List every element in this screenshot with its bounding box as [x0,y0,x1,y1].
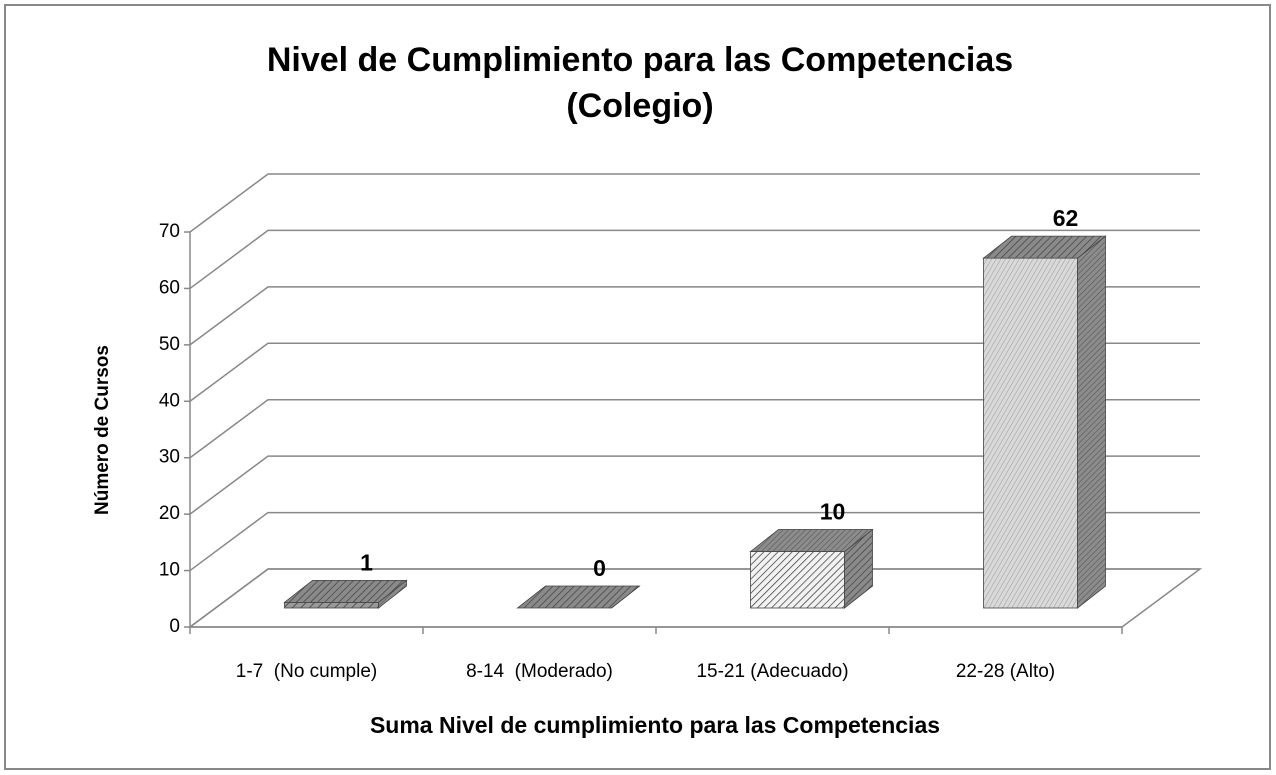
grid-line [189,455,1200,515]
grid-line [189,229,1200,290]
grid-line [189,398,1200,459]
bar-top [982,235,1107,259]
value-label: 1 [360,549,373,575]
x-tick-label: 8-14 (Moderado) [466,661,613,682]
y-tick-label: 70 [159,221,180,242]
chart-subtitle: (Colegio) [566,87,713,125]
bar-side [1077,235,1106,609]
bar-front [284,601,379,609]
y-tick-label: 30 [159,447,180,468]
grid-line [189,286,1200,346]
grid-line [189,173,1200,233]
value-label: 62 [1053,205,1079,231]
grid-line [189,511,1200,572]
bar-front [983,257,1078,609]
bar-top [749,529,874,552]
bar-top [283,579,408,603]
y-tick-label: 20 [159,503,180,524]
chart-title: Nivel de Cumplimiento para las Competenc… [267,41,1013,79]
y-tick-label: 60 [159,277,180,298]
x-tick-label: 15-21 (Adecuado) [696,661,848,682]
grid-line [189,568,1200,628]
y-axis-title: Número de Cursos [92,345,113,515]
x-tick-label: 22-28 (Alto) [956,661,1055,682]
value-label: 10 [820,499,846,525]
bar-top [516,585,641,609]
y-tick-label: 40 [159,390,180,411]
y-tick-label: 0 [169,616,180,637]
value-label: 0 [593,555,606,581]
x-tick-label: 1-7 (No cumple) [236,661,378,682]
bar-front [750,551,845,609]
grid-line [189,342,1200,402]
y-tick-label: 10 [159,560,180,581]
y-tick-label: 50 [159,334,180,355]
x-axis-title: Suma Nivel de cumplimiento para las Comp… [370,712,940,738]
